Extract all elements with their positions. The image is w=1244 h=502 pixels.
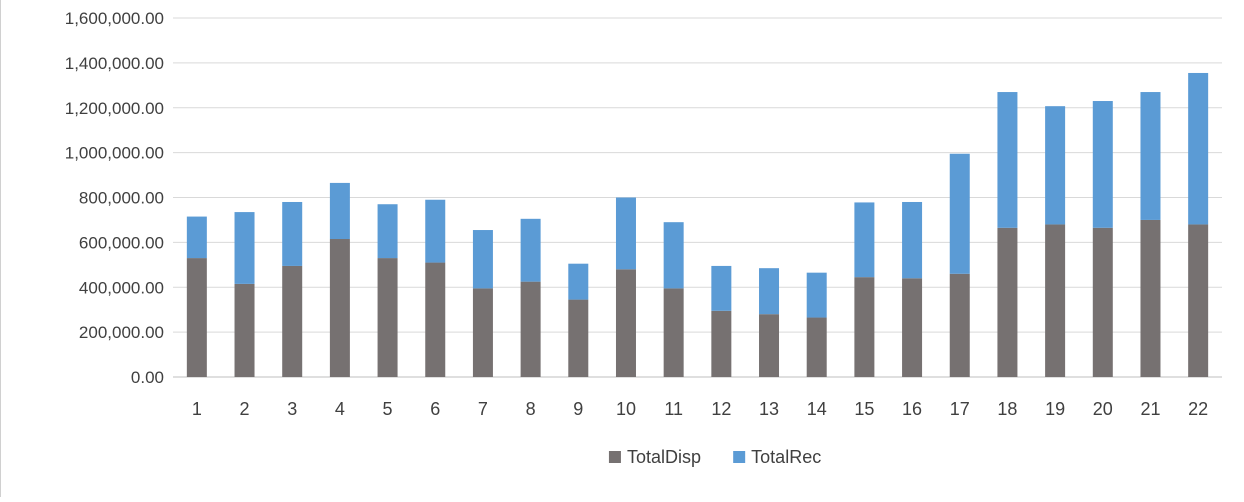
x-tick-label: 11 [664,399,683,419]
x-tick-label: 8 [526,399,536,419]
bar-totaldisp [234,283,255,377]
x-tick-label: 16 [902,399,922,419]
legend-swatch-totalrec [733,451,746,463]
y-tick-label: 1,400,000.00 [65,54,164,73]
y-tick-label: 800,000.00 [79,189,164,208]
y-tick-label: 600,000.00 [79,233,164,252]
bar-totaldisp [759,314,780,377]
x-tick-label: 18 [997,399,1017,419]
bar-totalrec [759,268,780,315]
x-tick-label: 12 [711,399,731,419]
bar-totalrec [949,153,970,274]
bar-totaldisp [997,227,1018,377]
bar-totaldisp [1188,224,1209,377]
legend-label: TotalRec [751,447,821,467]
bar-totaldisp [329,239,350,377]
bar-totalrec [997,92,1018,228]
bar-totaldisp [472,288,493,377]
legend-swatch-totaldisp [608,451,621,463]
x-tick-label: 2 [240,399,250,419]
x-tick-label: 20 [1093,399,1113,419]
x-tick-label: 5 [383,399,393,419]
bar-totalrec [1140,92,1161,220]
bar-totalrec [711,265,732,311]
bar-totaldisp [520,281,541,377]
bar-totalrec [520,218,541,282]
x-tick-label: 17 [950,399,970,419]
bar-totalrec [1045,106,1066,225]
bar-totaldisp [1092,227,1113,377]
x-tick-label: 1 [192,399,202,419]
y-tick-label: 0.00 [131,368,164,387]
bar-totaldisp [568,299,589,377]
bar-totalrec [377,204,398,259]
bar-totalrec [425,199,446,263]
y-tick-label: 200,000.00 [79,323,164,342]
x-tick-label: 7 [478,399,488,419]
bar-totaldisp [377,258,398,377]
x-tick-label: 4 [335,399,345,419]
y-tick-label: 1,200,000.00 [65,99,164,118]
x-tick-label: 21 [1140,399,1160,419]
x-tick-label: 14 [807,399,827,419]
bar-totalrec [234,212,255,284]
bar-totaldisp [425,262,446,377]
legend: TotalDisp TotalRec [608,447,821,467]
axes: 0.00 200,000.00 400,000.00 600,000.00 800,00… [65,9,1208,419]
bar-totaldisp [615,269,636,377]
x-tick-label: 15 [854,399,874,419]
bar-totaldisp [663,288,684,377]
bar-totalrec [282,201,303,266]
x-tick-label: 22 [1188,399,1208,419]
bar-totalrec [615,197,636,270]
bar-totalrec [1092,101,1113,228]
y-tick-label: 1,600,000.00 [65,9,164,28]
x-tick-label: 13 [759,399,779,419]
bar-totaldisp [806,317,827,377]
bar-totalrec [663,222,684,289]
x-tick-label: 9 [573,399,583,419]
bar-totalrec [568,263,589,300]
x-tick-label: 19 [1045,399,1065,419]
bar-totaldisp [1140,219,1161,377]
bar-totalrec [472,230,493,289]
chart-border [0,0,1,497]
y-tick-label: 400,000.00 [79,278,164,297]
bar-totaldisp [186,258,207,377]
bar-totalrec [806,272,827,318]
legend-label: TotalDisp [627,447,701,467]
bar-totaldisp [949,273,970,377]
bars [186,72,1209,377]
y-tick-label: 1,000,000.00 [65,144,164,163]
bar-totalrec [854,202,875,278]
bar-totaldisp [854,277,875,377]
bar-totaldisp [1045,224,1066,377]
bar-totaldisp [711,310,732,377]
bar-totalrec [186,216,207,259]
x-tick-label: 10 [616,399,636,419]
bar-totaldisp [282,265,303,377]
bar-totalrec [1188,72,1209,225]
x-tick-label: 6 [430,399,440,419]
bar-totalrec [329,182,350,240]
x-tick-label: 3 [287,399,297,419]
bar-totaldisp [902,278,923,377]
bar-totalrec [902,201,923,279]
